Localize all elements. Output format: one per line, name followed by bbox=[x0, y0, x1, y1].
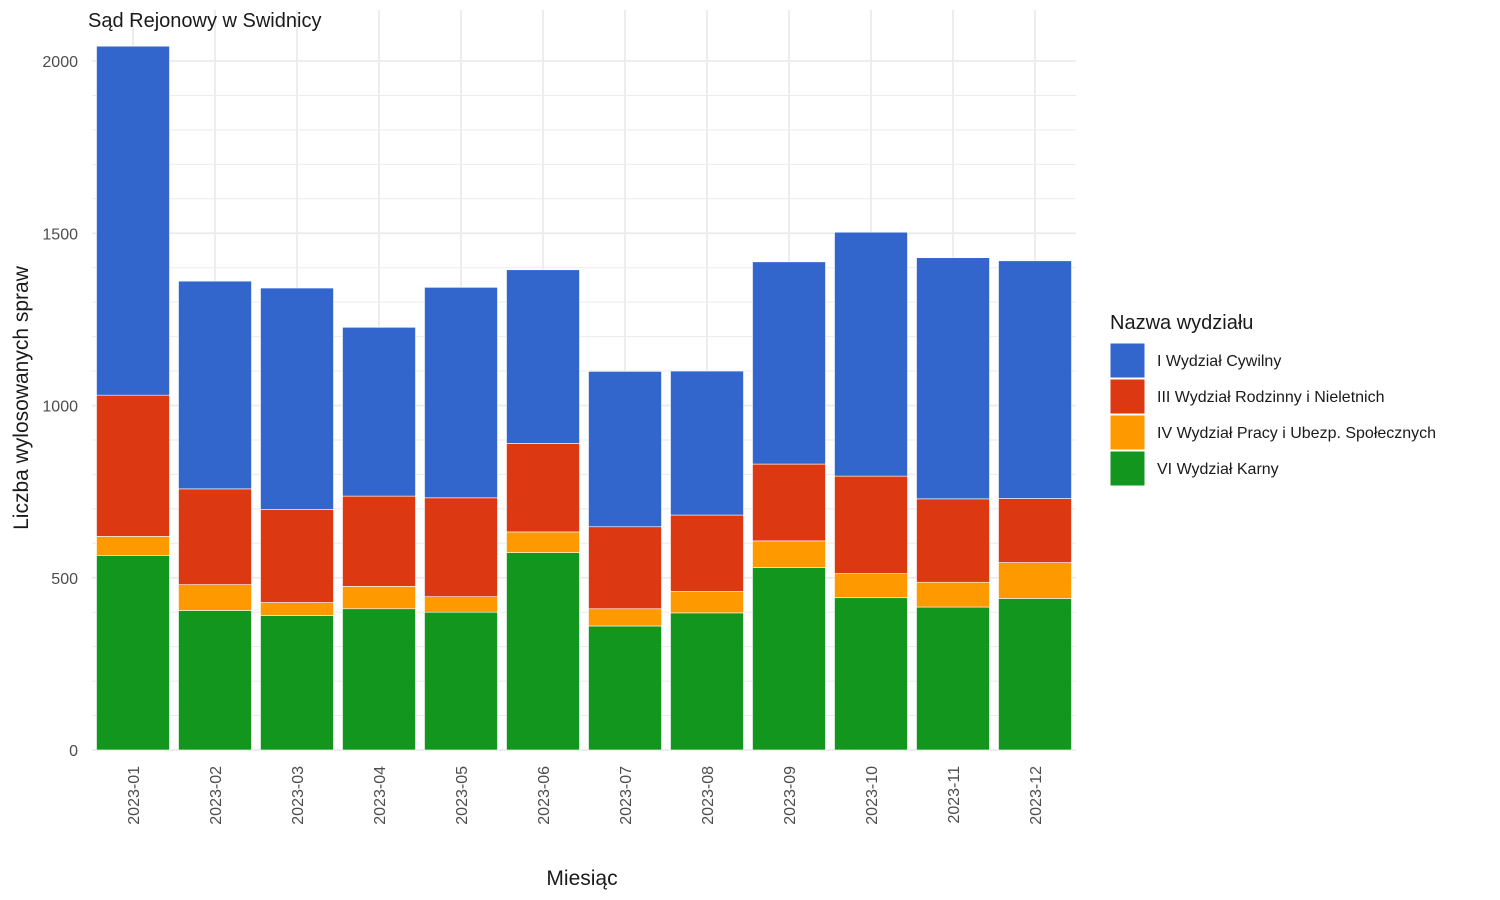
x-tick-label: 2023-07 bbox=[618, 766, 635, 825]
bar-segment bbox=[424, 596, 498, 613]
bar-segment bbox=[506, 269, 580, 444]
bar-segment bbox=[916, 257, 990, 500]
legend: Nazwa wydziału I Wydział Cywilny III Wydz… bbox=[1109, 312, 1436, 487]
legend-label: IV Wydział Pracy i Ubezp. Społecznych bbox=[1157, 425, 1436, 442]
x-tick-label: 2023-05 bbox=[454, 766, 471, 825]
bar-segment bbox=[998, 598, 1072, 751]
x-tick-label: 2023-09 bbox=[782, 766, 799, 825]
bar-segment bbox=[916, 606, 990, 751]
legend-title: Nazwa wydziału bbox=[1110, 312, 1253, 334]
y-tick-label: 500 bbox=[51, 571, 78, 588]
x-tick-label: 2023-04 bbox=[372, 766, 389, 825]
bar-segment bbox=[998, 260, 1072, 499]
bar-segment bbox=[178, 488, 252, 585]
y-tick-label: 2000 bbox=[42, 54, 78, 71]
x-tick-label: 2023-01 bbox=[126, 766, 143, 825]
bar-segment bbox=[506, 443, 580, 533]
x-tick-label: 2023-08 bbox=[700, 766, 717, 825]
bar-segment bbox=[178, 610, 252, 751]
x-tick-label: 2023-03 bbox=[290, 766, 307, 825]
bar-segment bbox=[424, 287, 498, 499]
y-tick-label: 1000 bbox=[42, 399, 78, 416]
bars bbox=[96, 45, 1072, 751]
y-axis-title: Liczba wylosowanych spraw bbox=[10, 265, 33, 530]
y-axis-ticks: 0 500 1000 1500 2000 bbox=[42, 54, 78, 760]
bar-segment bbox=[834, 475, 908, 574]
chart-title: Sąd Rejonowy w Swidnicy bbox=[88, 10, 321, 32]
bar-segment bbox=[96, 555, 170, 751]
bar-segment bbox=[588, 608, 662, 627]
bar-segment bbox=[96, 536, 170, 556]
bar-segment bbox=[752, 540, 826, 568]
bar-segment bbox=[260, 615, 334, 751]
bar-segment bbox=[834, 597, 908, 751]
legend-label: III Wydział Rodzinny i Nieletnich bbox=[1157, 389, 1385, 406]
bar-segment bbox=[424, 611, 498, 751]
bar-segment bbox=[670, 612, 744, 751]
legend-label: VI Wydział Karny bbox=[1157, 461, 1279, 478]
bar-segment bbox=[752, 261, 826, 465]
bar-segment bbox=[916, 581, 990, 608]
bar-segment bbox=[752, 567, 826, 751]
x-axis-ticks: 2023-01 2023-02 2023-03 2023-04 2023-05 2023-… bbox=[126, 766, 1045, 825]
bar-segment bbox=[342, 326, 416, 497]
y-tick-label: 1500 bbox=[42, 226, 78, 243]
y-tick-label: 0 bbox=[69, 743, 78, 760]
bar-segment bbox=[834, 573, 908, 599]
bar-segment bbox=[998, 498, 1072, 563]
bar-segment bbox=[178, 584, 252, 611]
bar-segment bbox=[506, 552, 580, 751]
bar-segment bbox=[752, 463, 826, 542]
legend-swatch bbox=[1109, 414, 1146, 451]
legend-swatch bbox=[1109, 378, 1146, 415]
legend-swatch bbox=[1109, 342, 1146, 379]
bar-segment bbox=[96, 394, 170, 537]
bar-segment bbox=[424, 497, 498, 597]
bar-segment bbox=[588, 625, 662, 751]
legend-swatch bbox=[1109, 450, 1146, 487]
bar-segment bbox=[588, 371, 662, 528]
x-axis-title: Miesiąc bbox=[546, 867, 617, 890]
x-tick-label: 2023-10 bbox=[864, 766, 881, 825]
bar-segment bbox=[178, 280, 252, 490]
bar-segment bbox=[342, 608, 416, 751]
x-tick-label: 2023-06 bbox=[536, 766, 553, 825]
bar-segment bbox=[342, 495, 416, 587]
bar-segment bbox=[670, 591, 744, 614]
bar-segment bbox=[670, 370, 744, 516]
bar-segment bbox=[506, 531, 580, 553]
bar-segment bbox=[588, 526, 662, 610]
bar-segment bbox=[834, 231, 908, 477]
x-tick-label: 2023-12 bbox=[1028, 766, 1045, 825]
bar-segment bbox=[260, 509, 334, 603]
x-tick-label: 2023-11 bbox=[946, 766, 963, 824]
x-tick-label: 2023-02 bbox=[208, 766, 225, 825]
bar-segment bbox=[998, 562, 1072, 599]
bar-segment bbox=[260, 602, 334, 616]
legend-label: I Wydział Cywilny bbox=[1157, 353, 1281, 370]
bar-segment bbox=[916, 498, 990, 583]
bar-segment bbox=[260, 287, 334, 510]
bar-segment bbox=[670, 514, 744, 592]
bar-segment bbox=[342, 586, 416, 610]
bar-segment bbox=[96, 45, 170, 396]
